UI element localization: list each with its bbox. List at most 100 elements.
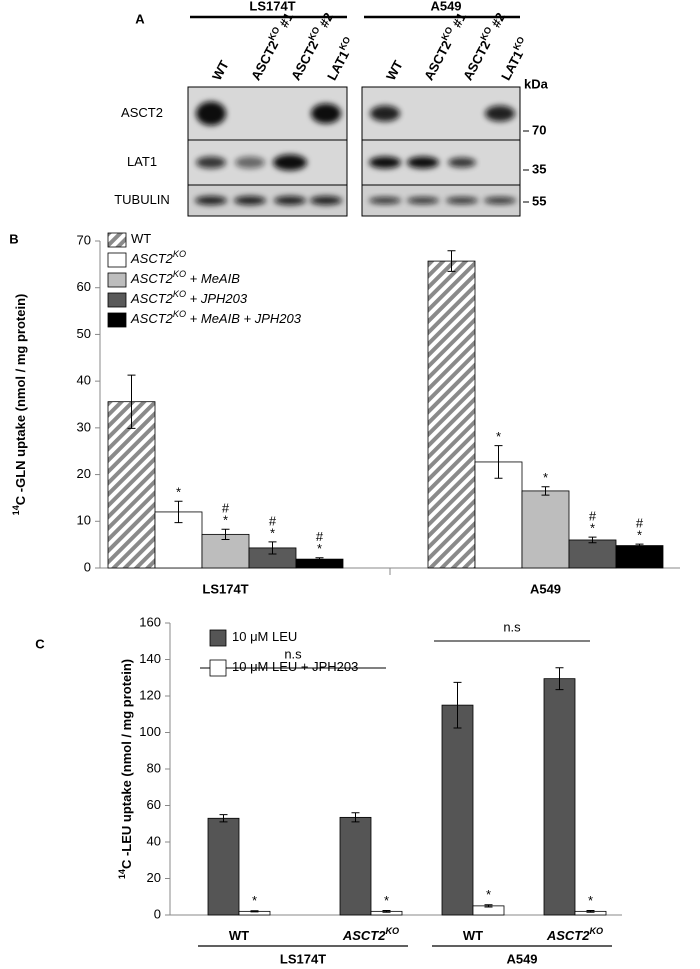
bar: [441, 704, 474, 916]
panel-label: C: [35, 636, 45, 651]
bar: [339, 816, 372, 916]
significance-mark: *: [384, 893, 389, 908]
superscript: KO: [511, 35, 526, 52]
legend-swatch: [209, 629, 227, 647]
band: [407, 197, 439, 204]
annotation: n.s: [284, 646, 302, 661]
text-part: ASCT2: [130, 251, 174, 266]
text-part: #1: [275, 10, 297, 33]
superscript: KO: [173, 289, 186, 299]
band: [369, 156, 401, 169]
significance-mark: *: [176, 485, 181, 500]
text-part: + JPH203: [186, 291, 248, 306]
y-tick-label: 40: [77, 373, 91, 388]
mw-marker: 70: [532, 122, 546, 137]
text-part: ASCT2: [546, 928, 590, 943]
legend-label: 10 μM LEU: [232, 629, 297, 644]
x-tick-label: WT: [463, 928, 483, 943]
significance-mark: *: [496, 429, 501, 444]
y-axis-label: 14C -LEU uptake (nmol / mg protein): [117, 659, 134, 879]
y-tick-label: 30: [77, 419, 91, 434]
error-bar: [174, 500, 183, 524]
x-tick-label: A549: [530, 581, 561, 596]
mw-unit: kDa: [524, 76, 549, 91]
band: [234, 196, 266, 205]
text-part: #2: [487, 10, 509, 33]
legend-label: 10 μM LEU + JPH203: [232, 659, 358, 674]
text-part: WT: [463, 928, 483, 943]
cell-line-header: LS174T: [249, 0, 295, 13]
significance-mark: *: [270, 525, 275, 540]
error-bar: [541, 486, 550, 496]
y-tick-label: 50: [77, 326, 91, 341]
superscript: KO: [337, 35, 352, 52]
text-part: ASCT2: [130, 291, 174, 306]
significance-mark: #: [316, 529, 324, 544]
significance-mark: *: [252, 893, 257, 908]
y-axis-label: 14C -GLN uptake (nmol / mg protein): [11, 294, 28, 516]
bar: [107, 401, 156, 569]
y-tick-label: 60: [77, 279, 91, 294]
legend-label: ASCT2KO + MeAIB + JPH203: [130, 309, 302, 326]
y-tick-label: 20: [77, 466, 91, 481]
significance-mark: *: [543, 470, 548, 485]
annotation: n.s: [503, 619, 521, 634]
text-part: WT: [383, 58, 406, 83]
significance-mark: *: [588, 893, 593, 908]
band: [235, 156, 265, 169]
significance-mark: #: [589, 509, 597, 524]
error-bar: [382, 909, 391, 913]
error-bar: [250, 910, 259, 913]
text-part: ASCT2: [460, 38, 493, 83]
text-part: 10 μM LEU + JPH203: [232, 659, 358, 674]
significance-mark: *: [590, 521, 595, 536]
significance-mark: *: [317, 541, 322, 556]
legend-label: ASCT2KO + JPH203: [130, 289, 248, 306]
lane-label: LAT1KO: [323, 35, 359, 83]
panel-label: A: [135, 11, 145, 26]
x-tick-label: ASCT2KO: [342, 926, 399, 943]
bar: [615, 545, 664, 569]
text-part: ASCT2: [421, 38, 454, 83]
error-bar: [268, 541, 277, 555]
band: [485, 105, 515, 122]
band: [274, 196, 306, 205]
y-tick-label: 60: [147, 797, 161, 812]
error-bar: [484, 904, 493, 908]
significance-mark: #: [636, 516, 644, 531]
band: [195, 196, 227, 205]
error-bar: [586, 909, 595, 913]
bar: [521, 490, 570, 569]
significance-mark: *: [223, 513, 228, 528]
superscript: KO: [173, 249, 186, 259]
text-part: C -LEU uptake (nmol / mg protein): [119, 659, 134, 869]
y-tick-label: 0: [84, 559, 91, 574]
row-label: ASCT2: [121, 105, 163, 120]
y-tick-label: 70: [77, 232, 91, 247]
y-tick-label: 140: [139, 651, 161, 666]
bar: [543, 678, 576, 916]
error-bar: [127, 374, 136, 429]
row-label: LAT1: [127, 154, 157, 169]
y-tick-label: 120: [139, 687, 161, 702]
error-bar: [588, 536, 597, 544]
band: [370, 105, 400, 122]
y-tick-label: 80: [147, 760, 161, 775]
lane-label: WT: [209, 58, 232, 83]
text-part: 10 μM LEU: [232, 629, 297, 644]
text-part: LAT1: [498, 48, 526, 83]
panel-label: B: [9, 231, 18, 246]
text-part: ASCT2: [288, 38, 321, 83]
text-part: ASCT2: [248, 38, 281, 83]
error-bar: [315, 557, 324, 562]
group-label: A549: [506, 951, 537, 966]
text-part: ASCT2: [130, 271, 174, 286]
band: [448, 157, 476, 168]
band: [369, 197, 401, 204]
text-part: ASCT2: [130, 311, 174, 326]
text-part: #1: [448, 10, 470, 33]
superscript: KO: [589, 926, 603, 936]
legend-swatch: [107, 252, 127, 268]
error-bar: [453, 681, 462, 729]
row-label: TUBULIN: [114, 192, 170, 207]
